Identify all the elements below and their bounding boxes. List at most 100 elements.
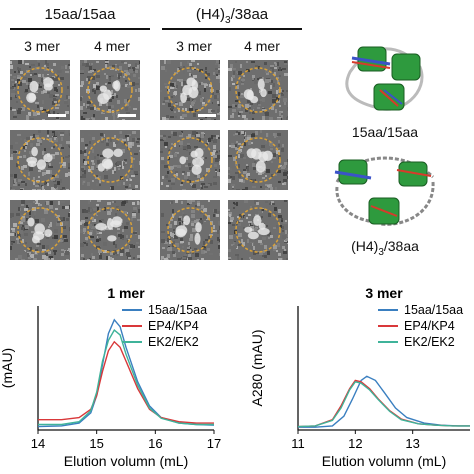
noise-speck xyxy=(54,101,57,103)
noise-speck xyxy=(128,67,131,70)
noise-speck xyxy=(205,71,207,74)
noise-speck xyxy=(114,167,116,171)
micrograph-tile xyxy=(228,60,288,120)
col-label-3mer-b: 3 mer xyxy=(176,38,212,54)
noise-speck xyxy=(112,65,115,68)
noise-speck xyxy=(216,60,220,63)
noise-speck xyxy=(51,104,53,108)
noise-speck xyxy=(275,187,277,190)
scale-bar xyxy=(198,114,216,117)
noise-speck xyxy=(115,244,117,248)
noise-speck xyxy=(166,115,169,118)
noise-speck xyxy=(247,135,251,138)
noise-speck xyxy=(201,82,203,85)
noise-speck xyxy=(25,146,27,149)
noise-speck xyxy=(83,103,85,106)
noise-speck xyxy=(132,202,135,205)
noise-speck xyxy=(162,176,164,179)
noise-speck xyxy=(238,164,240,168)
noise-speck xyxy=(117,232,120,235)
noise-speck xyxy=(26,115,29,119)
noise-speck xyxy=(84,60,87,64)
noise-speck xyxy=(238,259,241,260)
noise-speck xyxy=(10,107,12,110)
noise-speck xyxy=(21,218,25,222)
noise-speck xyxy=(130,156,132,159)
noise-speck xyxy=(245,108,248,112)
noise-speck xyxy=(126,179,128,181)
noise-speck xyxy=(164,142,168,146)
noise-speck xyxy=(99,180,101,183)
noise-speck xyxy=(213,72,215,75)
noise-speck xyxy=(59,162,63,164)
noise-speck xyxy=(250,142,253,144)
noise-speck xyxy=(90,107,94,110)
noise-speck xyxy=(269,203,271,205)
noise-speck xyxy=(54,137,56,140)
x-tick-label: 17 xyxy=(207,436,221,451)
noise-speck xyxy=(284,200,287,202)
noise-speck xyxy=(16,213,20,216)
noise-speck xyxy=(11,93,15,97)
noise-speck xyxy=(228,209,230,211)
noise-speck xyxy=(65,130,68,134)
noise-speck xyxy=(52,133,54,136)
noise-speck xyxy=(50,166,53,168)
noise-speck xyxy=(84,150,86,153)
noise-speck xyxy=(160,139,164,141)
noise-speck xyxy=(276,100,280,103)
noise-speck xyxy=(168,180,171,182)
noise-speck xyxy=(51,187,55,190)
noise-speck xyxy=(252,75,255,78)
noise-speck xyxy=(198,91,201,95)
noise-speck xyxy=(217,230,219,234)
noise-speck xyxy=(87,101,91,104)
noise-speck xyxy=(99,156,103,159)
noise-speck xyxy=(180,62,182,66)
noise-speck xyxy=(18,207,20,211)
noise-speck xyxy=(14,166,17,168)
noise-speck xyxy=(200,157,204,159)
noise-speck xyxy=(137,255,140,258)
y-axis-label: A280 (mAU) xyxy=(249,329,265,406)
noise-speck xyxy=(172,214,174,218)
noise-speck xyxy=(260,243,263,245)
noise-speck xyxy=(164,83,167,85)
noise-speck xyxy=(254,108,258,112)
noise-speck xyxy=(174,235,178,239)
noise-speck xyxy=(273,245,277,249)
noise-speck xyxy=(219,169,220,172)
noise-speck xyxy=(35,102,39,104)
noise-speck xyxy=(106,75,108,79)
noise-speck xyxy=(203,241,205,245)
noise-speck xyxy=(257,101,260,105)
noise-speck xyxy=(92,217,94,221)
noise-speck xyxy=(58,84,60,86)
noise-speck xyxy=(277,80,279,84)
noise-speck xyxy=(108,109,111,113)
noise-speck xyxy=(56,115,59,119)
noise-speck xyxy=(232,109,236,112)
noise-speck xyxy=(254,80,257,84)
noise-speck xyxy=(117,161,121,165)
noise-speck xyxy=(238,149,242,152)
noise-speck xyxy=(170,232,172,236)
gfp-barrel-3 xyxy=(373,83,405,111)
noise-speck xyxy=(267,251,270,255)
noise-speck xyxy=(52,101,55,105)
noise-speck xyxy=(96,165,99,168)
noise-speck xyxy=(191,200,195,202)
scale-bar xyxy=(48,114,66,117)
noise-speck xyxy=(38,170,41,172)
noise-speck xyxy=(250,206,253,210)
noise-speck xyxy=(271,161,273,163)
noise-speck xyxy=(99,238,101,241)
noise-speck xyxy=(237,151,241,153)
noise-speck xyxy=(80,176,83,178)
noise-speck xyxy=(32,209,36,211)
noise-speck xyxy=(39,143,42,145)
particle-blob xyxy=(257,227,270,236)
noise-speck xyxy=(64,239,68,242)
noise-speck xyxy=(36,245,39,247)
noise-speck xyxy=(118,207,120,209)
